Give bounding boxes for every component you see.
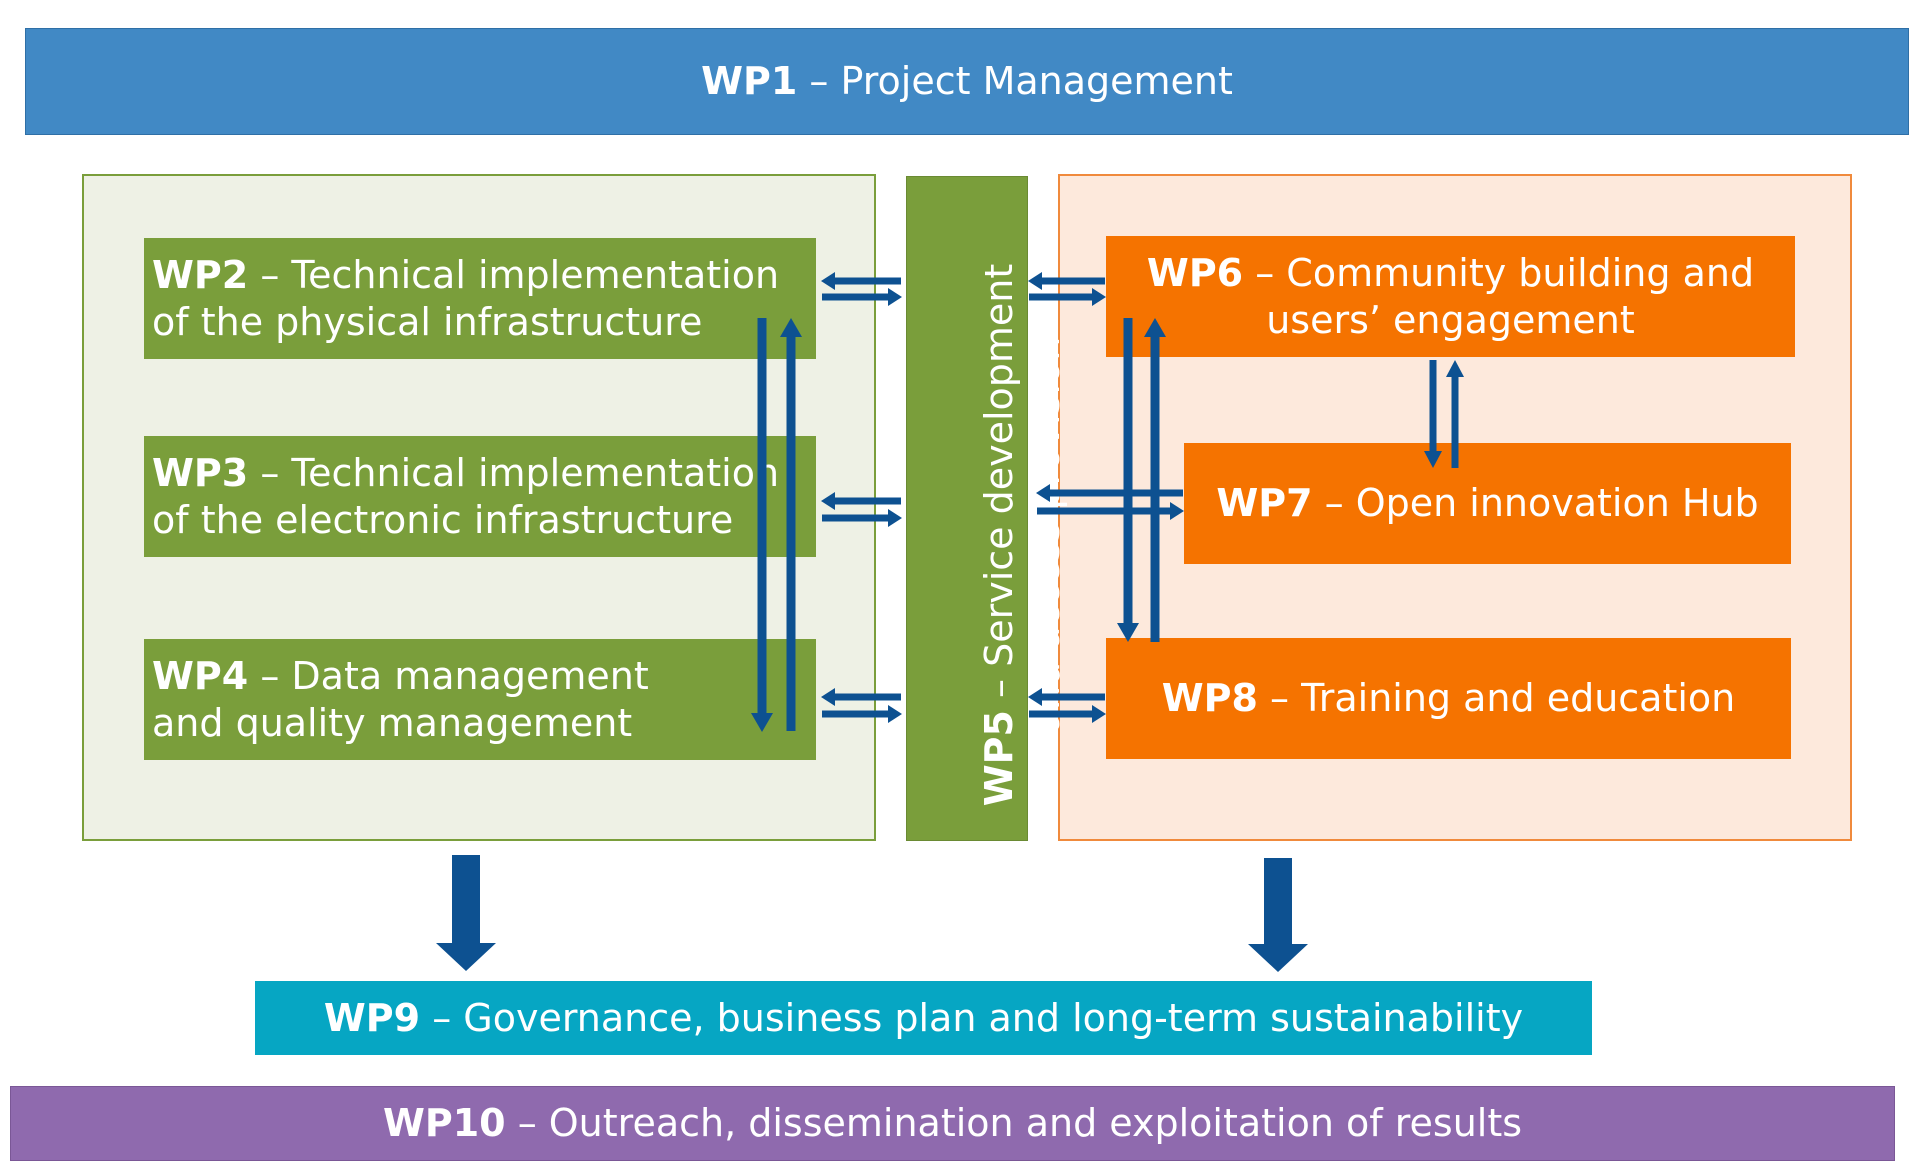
wp6-community-building-box: WP6 – Community building and users’ enga… [1106, 236, 1795, 357]
wp8-training-education-box: WP8 – Training and education [1106, 638, 1791, 759]
wp10-outreach-box: WP10 – Outreach, dissemination and explo… [10, 1086, 1895, 1161]
wp5-service-development-box [906, 176, 1028, 841]
down-arrow-right [1248, 858, 1308, 972]
wp5-id: WP5 [977, 710, 1021, 807]
wp1-title: – Project Management [809, 59, 1233, 103]
wp2-id: WP2 [152, 253, 249, 297]
wp4-id: WP4 [152, 654, 249, 698]
wp3-electronic-infrastructure-box: WP3 – Technical implementation of the el… [144, 436, 816, 557]
wp7-open-innovation-hub-box: WP7 – Open innovation Hub [1184, 443, 1791, 564]
wp6-line1: – Community building and [1255, 250, 1755, 295]
wp3-id: WP3 [152, 451, 249, 495]
wp9-title: – Governance, business plan and long-ter… [432, 995, 1524, 1040]
wp10-id: WP10 [382, 1101, 506, 1145]
wp5-label: WP5 – Service development and access pro… [976, 195, 1070, 875]
wp1-id: WP1 [701, 59, 798, 103]
wp2-line2: of the physical infrastructure [152, 300, 703, 344]
wp6-line2: users’ engagement [1266, 297, 1635, 342]
wp8-title: – Training and education [1270, 676, 1736, 720]
wp7-title: – Open innovation Hub [1324, 481, 1759, 525]
wp1-project-management-box: WP1 – Project Management [25, 28, 1909, 135]
wp4-line1: – Data management [260, 654, 649, 698]
wp2-physical-infrastructure-box: WP2 – Technical implementation of the ph… [144, 238, 816, 359]
wp5-line2: and access provision [1024, 336, 1068, 734]
wp6-id: WP6 [1146, 250, 1244, 295]
wp3-line2: of the electronic infrastructure [152, 498, 734, 542]
down-arrow-left [436, 855, 496, 971]
wp2-line1: – Technical implementation [260, 253, 780, 297]
wp9-id: WP9 [323, 995, 421, 1040]
wp7-id: WP7 [1216, 481, 1313, 525]
wp9-governance-box: WP9 – Governance, business plan and long… [255, 981, 1592, 1055]
wp8-id: WP8 [1161, 676, 1258, 720]
wp5-line1: – Service development [977, 263, 1021, 698]
wp4-line2: and quality management [152, 701, 633, 745]
wp3-line1: – Technical implementation [260, 451, 780, 495]
wp10-title: – Outreach, dissemination and exploitati… [517, 1101, 1523, 1145]
wp4-data-management-box: WP4 – Data management and quality manage… [144, 639, 816, 760]
